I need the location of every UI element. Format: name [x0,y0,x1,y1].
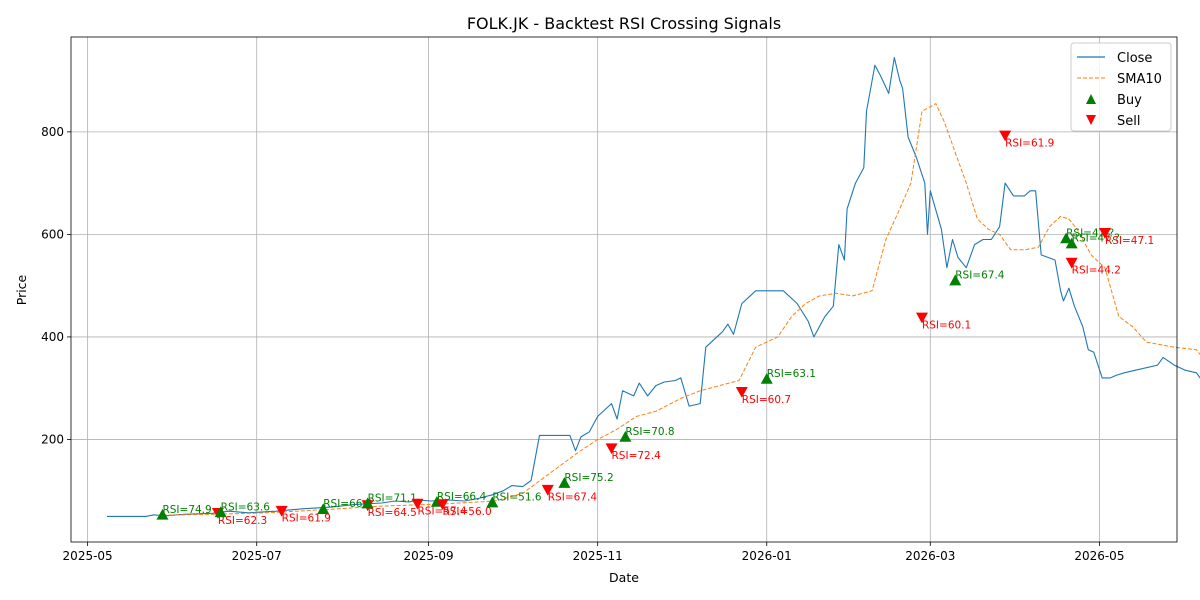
y-tick-label: 800 [41,125,64,139]
y-tick-label: 600 [41,227,64,241]
sell-marker [541,484,554,496]
buy-marker [558,477,571,488]
x-axis-label: Date [609,570,639,585]
legend-label: Close [1117,51,1152,66]
sell-annotation: RSI=67.4 [548,492,598,504]
buy-annotation: RSI=66.2 [323,498,372,510]
x-tick-label: 2025-05 [63,549,113,563]
sell-marker [436,499,449,511]
sell-annotation: RSI=64.5 [368,507,417,519]
sell-annotation: RSI=62.3 [218,515,267,527]
buy-annotation: RSI=51.6 [492,492,542,504]
sell-marker [1098,228,1111,239]
sell-marker [605,443,618,455]
y-tick-label: 200 [41,432,64,446]
buy-annotation: RSI=71.1 [368,493,417,505]
x-tick-label: 2026-05 [1074,549,1124,563]
x-tick-label: 2025-07 [232,549,282,563]
series-line-close [107,56,1200,517]
buy-marker [949,274,962,286]
buy-annotation: RSI=66.4 [437,491,487,503]
signal-layer: RSI=74.9 RSI=62.3 RSI=63.6 RSI=61.9 RSI=66.2… [156,130,1154,527]
buy-annotation: RSI=67.4 [955,270,1005,282]
sell-annotation: RSI=72.4 [612,450,662,462]
y-tick-label: 400 [41,330,64,344]
tick-layer: 2025-05 2025-07 2025-09 2025-11 2026-01 2026-… [41,125,1124,563]
sell-marker [411,498,424,510]
legend-label: Buy [1117,93,1142,108]
sell-annotation: RSI=44.2 [1072,265,1121,277]
legend: Close SMA10 Buy Sell [1070,42,1172,132]
series-layer [107,56,1200,517]
sell-annotation: RSI=60.1 [922,319,971,331]
chart-title: FOLK.JK - Backtest RSI Crossing Signals [467,14,781,33]
series-line-sma10 [156,103,1200,516]
sell-marker [1065,257,1078,269]
buy-annotation: RSI=63.1 [767,368,816,380]
x-tick-label: 2025-09 [404,549,454,563]
legend-label: Sell [1117,114,1140,129]
sell-annotation: RSI=56.0 [442,506,491,518]
sell-annotation: RSI=57.4 [417,506,467,518]
legend-label: SMA10 [1117,72,1162,87]
sell-annotation: RSI=47.1 [1105,235,1154,247]
grid [71,37,1177,542]
buy-annotation: RSI=70.8 [625,426,674,438]
x-tick-label: 2025-11 [573,549,623,563]
buy-marker [760,372,773,384]
sell-annotation: RSI=61.9 [282,513,331,525]
sell-marker [735,386,748,398]
buy-marker [1060,232,1073,244]
buy-marker [317,503,330,514]
legend-box [1070,42,1172,132]
buy-annotation: RSI=47.? [1072,233,1120,245]
buy-annotation: RSI=63.6 [221,501,271,513]
sell-annotation: RSI=61.9 [1005,137,1054,149]
y-axis-label: Price [14,274,29,305]
plot-frame [70,36,1178,543]
x-tick-label: 2026-03 [905,549,955,563]
buy-marker [361,497,374,509]
legend-swatch-buy [1086,94,1096,104]
buy-marker [214,506,227,518]
sell-marker [999,130,1012,142]
x-tick-label: 2026-01 [742,549,792,563]
buy-marker [486,496,499,508]
buy-marker [156,508,169,520]
legend-swatch-sell [1086,115,1096,125]
buy-annotation: RSI=74.9 [162,504,211,516]
sell-marker [275,505,288,517]
buy-marker [1065,237,1078,249]
buy-marker [619,430,632,442]
sell-annotation: RSI=60.7 [742,394,791,406]
sell-marker [915,312,928,324]
buy-annotation: RSI=75.2 [564,472,613,484]
